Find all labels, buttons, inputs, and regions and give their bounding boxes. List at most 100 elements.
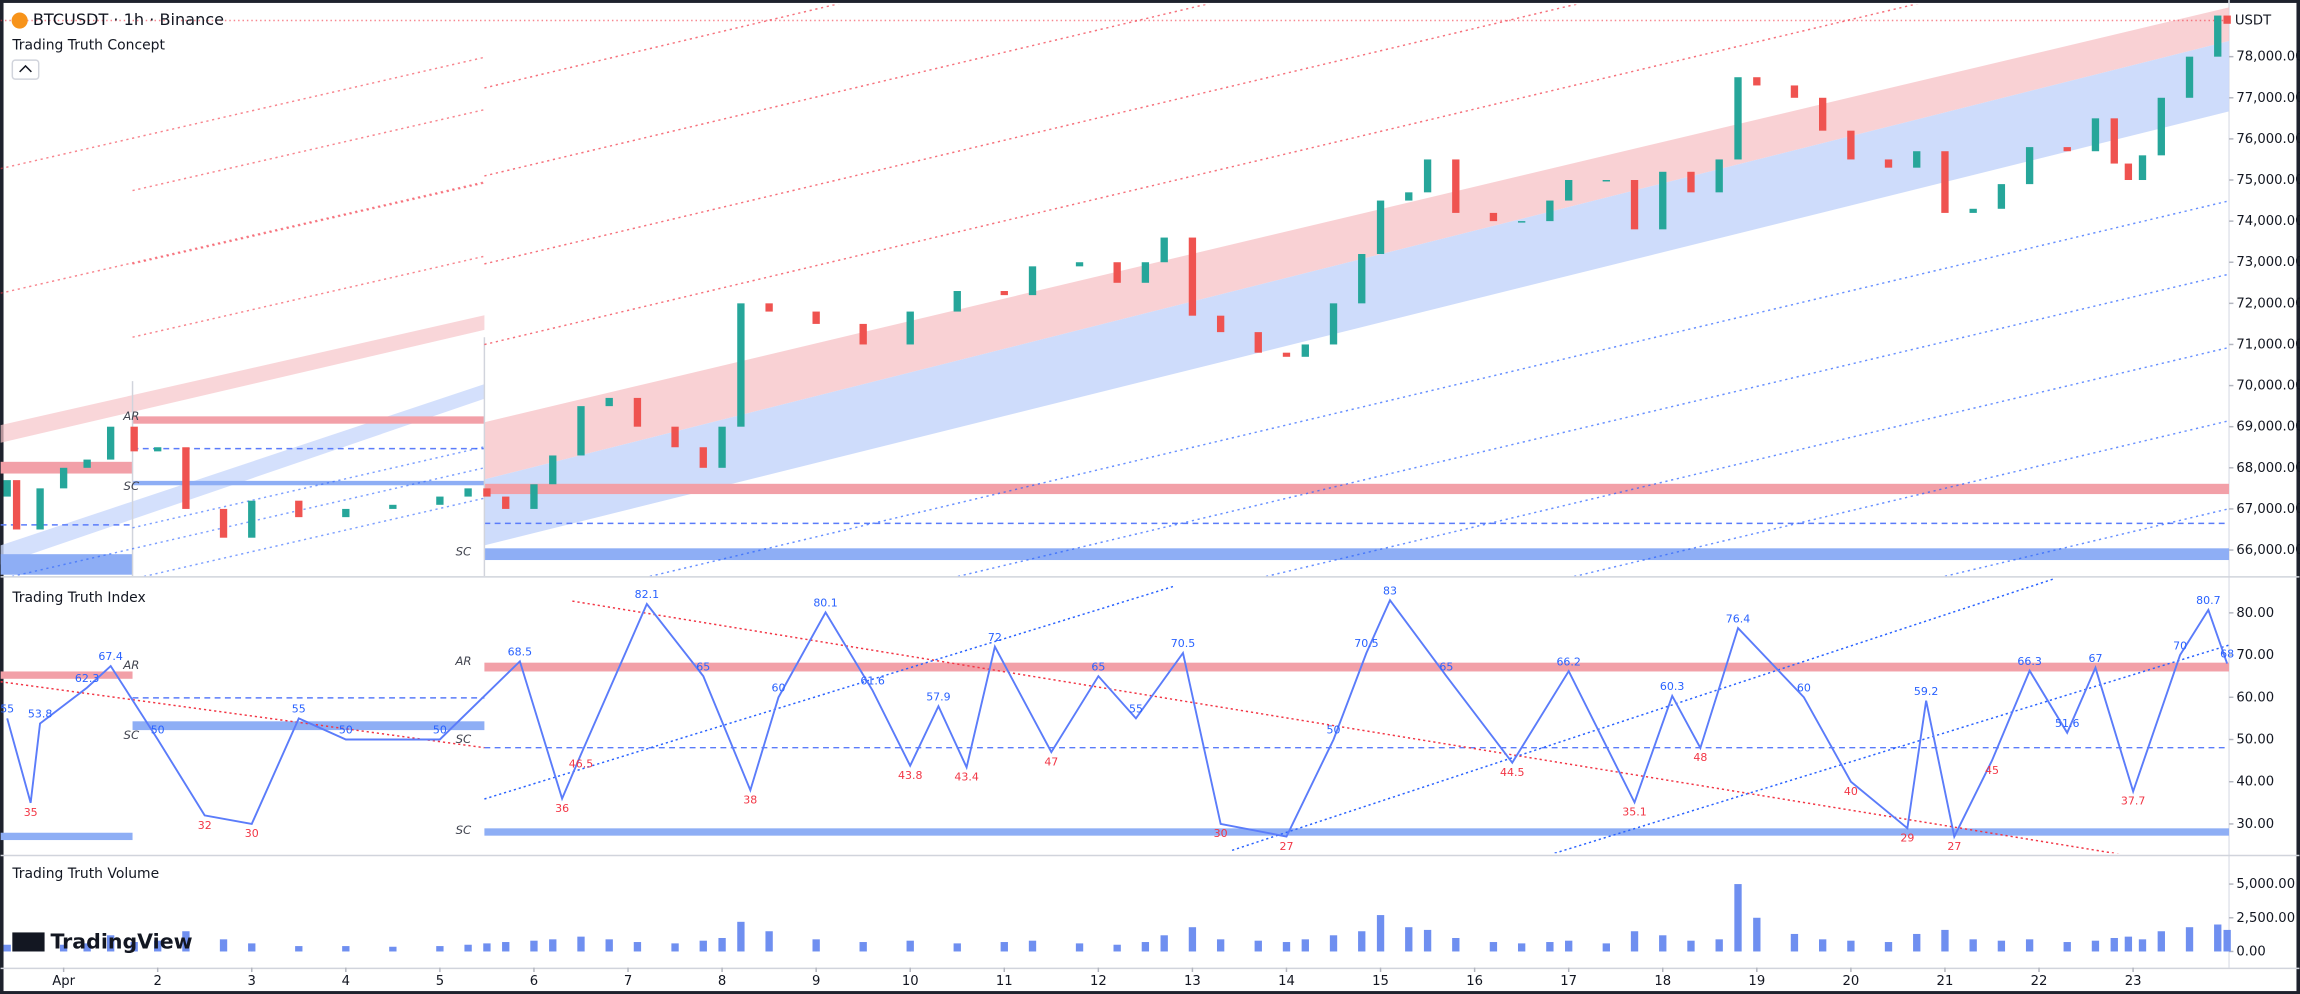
volume-bar (577, 936, 585, 952)
volume-bar (1000, 942, 1008, 952)
volume-bar (1028, 940, 1037, 952)
candle (2110, 118, 2118, 164)
channel-line (132, 182, 485, 265)
pivot-label: 83 (1383, 584, 1397, 597)
candle (1075, 262, 1084, 267)
pivot-label: 43.8 (898, 769, 922, 782)
candle (1517, 221, 1526, 223)
pivot-label: 68.5 (508, 646, 532, 659)
volume-bar (59, 944, 68, 952)
volume-bar (2025, 939, 2034, 952)
volume-bar (106, 935, 115, 952)
candle (953, 291, 961, 312)
x-tick-label: 20 (1842, 974, 1859, 989)
x-tick-label: 6 (530, 974, 538, 989)
pivot-label: 70.5 (1354, 637, 1378, 650)
pivot-label: 70 (2173, 639, 2187, 652)
pivot-label: 30 (1214, 827, 1228, 840)
support-zone (484, 548, 2230, 561)
y-tick-label: 5,000.00 (2236, 877, 2295, 892)
volume-bar (1517, 943, 1526, 952)
pivot-label: 60.3 (1660, 680, 1684, 693)
y-tick-label: 75,000.00 (2236, 173, 2300, 188)
x-tick-label: 18 (1654, 974, 1671, 989)
demand-channel (484, 41, 2230, 546)
volume-bar (1565, 940, 1573, 952)
channel-line (132, 108, 485, 192)
channel-line (132, 446, 485, 529)
candle (906, 311, 914, 345)
x-tick-label: 19 (1748, 974, 1765, 989)
candle (3, 480, 11, 497)
x-tick-label: 16 (1466, 974, 1483, 989)
pivot-label: 50 (1327, 724, 1341, 737)
pivot-label: 59.2 (1914, 685, 1938, 698)
resistance-zone (132, 416, 485, 424)
volume-bar (1141, 942, 1150, 952)
volume-bar (1358, 931, 1366, 952)
candle (1997, 184, 2006, 209)
candle (1282, 352, 1291, 357)
volume-bar (502, 942, 510, 952)
volume-bar (1913, 933, 1921, 952)
pivot-label: 65 (1091, 660, 1105, 673)
pivot-label: 29 (1900, 831, 1914, 844)
volume-bar (1216, 939, 1225, 952)
volume-bar (2091, 940, 2100, 952)
candle (219, 508, 228, 538)
x-tick-label: 10 (902, 974, 919, 989)
pivot-label: 38 (743, 793, 757, 806)
volume-bar (1753, 917, 1761, 952)
volume-bar (1405, 927, 1413, 952)
collapse-button[interactable] (11, 59, 40, 80)
candle (577, 406, 585, 456)
volume-bar (1301, 939, 1309, 952)
index-zones (0, 578, 2230, 854)
volume-bar (1546, 942, 1554, 952)
candle (1790, 85, 1799, 98)
volume-bar (1329, 935, 1338, 952)
pivot-label: 55 (0, 703, 14, 716)
volume-bar (2223, 929, 2231, 952)
y-tick-label: 80.00 (2236, 606, 2274, 621)
y-tick-label: 0.00 (2236, 944, 2265, 959)
candle (1630, 180, 1639, 230)
volume-bar (1687, 940, 1695, 952)
candle (765, 303, 773, 312)
pivot-label: 55 (292, 703, 306, 716)
annotation: SC (456, 732, 472, 746)
candle (59, 467, 68, 489)
y-tick-label: 77,000.00 (2236, 91, 2300, 106)
demand-channel (0, 384, 485, 565)
overbought-zone (484, 662, 2230, 672)
x-tick-label: Apr (52, 974, 75, 989)
x-tick-label: 15 (1372, 974, 1389, 989)
collapse-icon (19, 64, 32, 73)
volume-bar (1376, 915, 1385, 952)
candle (2214, 15, 2222, 57)
volume-bar (2157, 931, 2165, 952)
oversold-zone (0, 832, 133, 841)
pivot-label: 51.6 (2055, 717, 2079, 730)
brand-logo (12, 932, 45, 952)
pivot-label: 66.2 (1556, 655, 1580, 668)
candle (436, 496, 444, 505)
pivot-label: 35.1 (1622, 806, 1646, 819)
candle (502, 496, 510, 509)
volume-bar (549, 939, 557, 952)
candle (1489, 212, 1498, 222)
candle (1687, 171, 1695, 193)
candle (2124, 163, 2133, 181)
volume-bar (1715, 939, 1723, 952)
pivot-label: 48 (1693, 751, 1707, 764)
volume-bar (1969, 939, 1977, 952)
brand-name: TradingView (50, 930, 192, 954)
y-tick-label: 66,000.00 (2236, 543, 2300, 558)
annotation: AR (122, 409, 139, 423)
pivot-label: 62.3 (75, 672, 99, 685)
candle (12, 480, 21, 530)
pivot-label: 66.3 (2017, 655, 2041, 668)
support-zone (0, 554, 133, 575)
x-tick-label: 5 (436, 974, 444, 989)
volume-bar (1602, 943, 1610, 952)
